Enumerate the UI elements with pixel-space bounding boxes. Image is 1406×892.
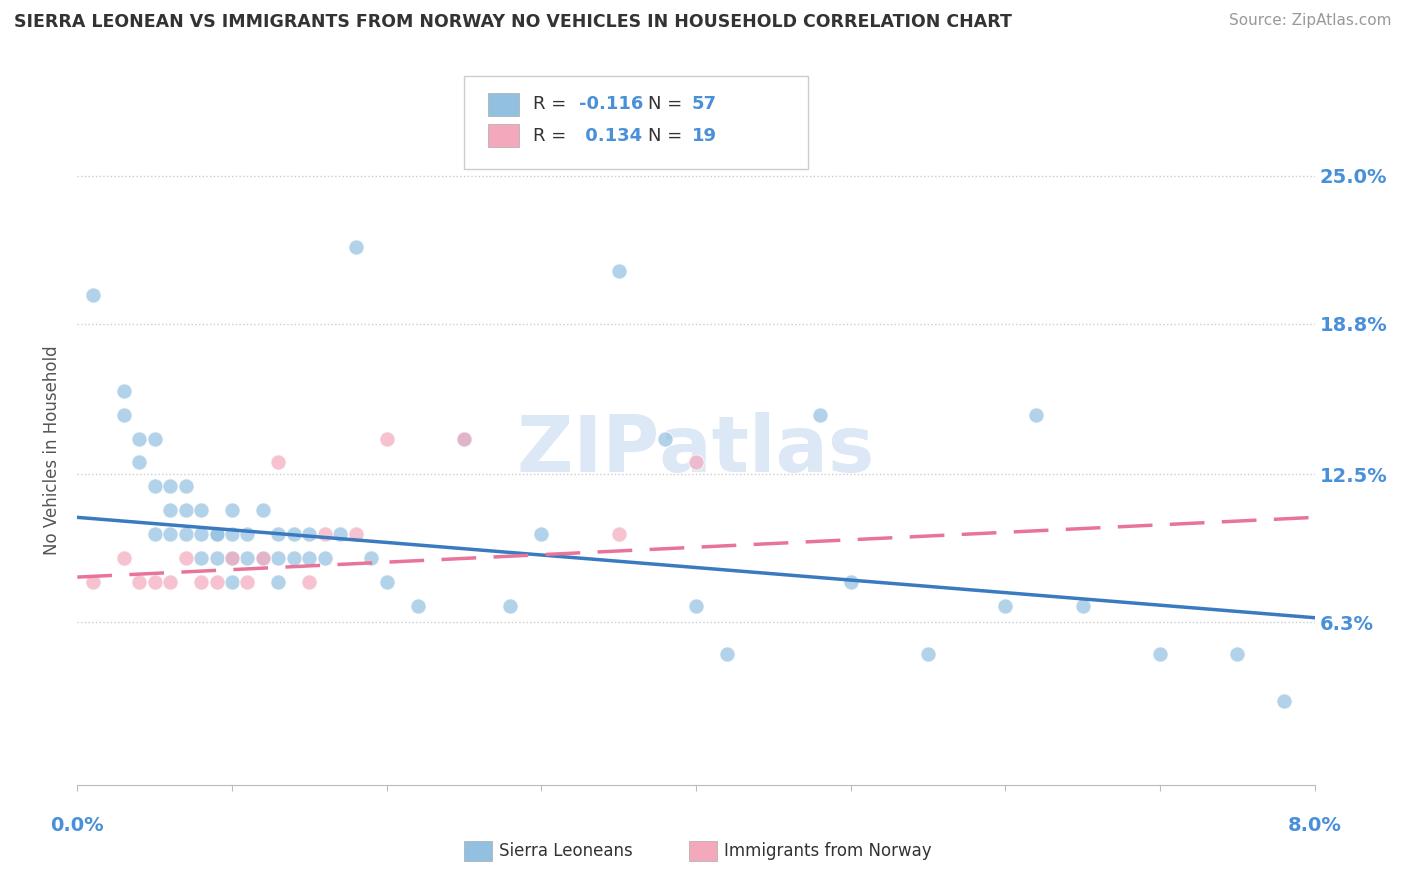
Point [205, 551, 228, 566]
Point [112, 408, 135, 422]
Point [298, 574, 321, 589]
Text: 0.0%: 0.0% [51, 816, 104, 835]
Text: R =: R = [533, 127, 572, 145]
Text: SIERRA LEONEAN VS IMMIGRANTS FROM NORWAY NO VEHICLES IN HOUSEHOLD CORRELATION CH: SIERRA LEONEAN VS IMMIGRANTS FROM NORWAY… [14, 13, 1012, 31]
Point [159, 574, 181, 589]
Point [252, 503, 274, 517]
Text: R =: R = [533, 95, 572, 113]
Point [190, 527, 212, 541]
Point [314, 527, 336, 541]
Point [174, 503, 197, 517]
Point [128, 432, 150, 446]
Point [530, 527, 553, 541]
Point [406, 599, 429, 613]
Point [190, 551, 212, 566]
Point [221, 527, 243, 541]
Point [716, 647, 738, 661]
Point [298, 551, 321, 566]
Point [221, 551, 243, 566]
Point [143, 432, 166, 446]
Text: 19: 19 [692, 127, 717, 145]
Point [205, 527, 228, 541]
Point [375, 574, 398, 589]
Point [82, 574, 104, 589]
Point [344, 240, 367, 254]
Text: 8.0%: 8.0% [1288, 816, 1341, 835]
Point [499, 599, 522, 613]
Point [1272, 694, 1295, 708]
Point [252, 551, 274, 566]
Point [283, 527, 305, 541]
Point [654, 432, 676, 446]
Point [190, 503, 212, 517]
Point [174, 527, 197, 541]
Point [236, 527, 259, 541]
Point [267, 551, 290, 566]
Point [839, 574, 862, 589]
Point [375, 432, 398, 446]
Point [685, 599, 707, 613]
Point [685, 455, 707, 469]
Point [994, 599, 1017, 613]
Point [314, 551, 336, 566]
Point [1071, 599, 1094, 613]
Text: N =: N = [648, 127, 688, 145]
Point [174, 479, 197, 493]
Point [236, 551, 259, 566]
Point [128, 455, 150, 469]
Point [267, 527, 290, 541]
Point [128, 574, 150, 589]
Point [205, 527, 228, 541]
Point [112, 384, 135, 398]
Point [1149, 647, 1171, 661]
Point [344, 527, 367, 541]
Point [607, 264, 630, 278]
Text: 0.134: 0.134 [579, 127, 643, 145]
Point [143, 574, 166, 589]
Point [360, 551, 382, 566]
Point [159, 479, 181, 493]
Point [112, 551, 135, 566]
Point [1025, 408, 1047, 422]
Point [159, 503, 181, 517]
Point [329, 527, 352, 541]
Point [221, 503, 243, 517]
Point [82, 288, 104, 302]
Point [205, 574, 228, 589]
Point [174, 551, 197, 566]
Point [298, 527, 321, 541]
Point [221, 551, 243, 566]
Y-axis label: No Vehicles in Household: No Vehicles in Household [44, 345, 62, 556]
Point [221, 574, 243, 589]
Point [267, 574, 290, 589]
Text: Sierra Leoneans: Sierra Leoneans [499, 842, 633, 860]
Point [159, 527, 181, 541]
Point [252, 551, 274, 566]
Text: N =: N = [648, 95, 688, 113]
Text: ZIP​atlas: ZIP​atlas [517, 412, 875, 489]
Point [283, 551, 305, 566]
Text: Source: ZipAtlas.com: Source: ZipAtlas.com [1229, 13, 1392, 29]
Point [190, 574, 212, 589]
Point [1226, 647, 1249, 661]
Point [808, 408, 831, 422]
Text: Immigrants from Norway: Immigrants from Norway [724, 842, 932, 860]
Point [917, 647, 939, 661]
Point [453, 432, 475, 446]
Point [267, 455, 290, 469]
Text: 57: 57 [692, 95, 717, 113]
Point [607, 527, 630, 541]
Point [236, 574, 259, 589]
Point [143, 479, 166, 493]
Text: -0.116: -0.116 [579, 95, 644, 113]
Point [453, 432, 475, 446]
Point [143, 527, 166, 541]
